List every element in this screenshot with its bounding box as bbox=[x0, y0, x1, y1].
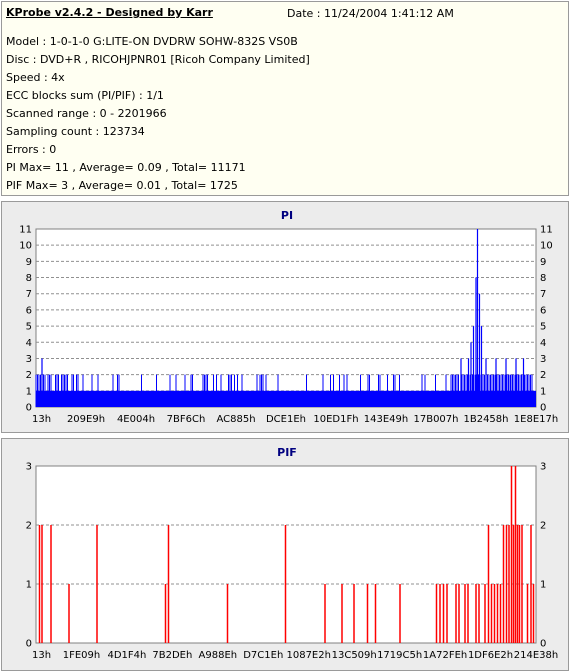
pi-x-tick-label: 143E49h bbox=[364, 414, 408, 425]
pi-x-tick-label: 4E004h bbox=[117, 414, 155, 425]
pif-y-tick-left: 3 bbox=[26, 462, 32, 473]
pi-x-tick-label: DCE1Eh bbox=[266, 414, 306, 425]
pif-y-tick-right: 1 bbox=[540, 580, 546, 591]
pif-y-tick-left: 2 bbox=[26, 521, 32, 532]
pi-y-tick-right: 3 bbox=[540, 354, 546, 365]
info-pi-stats: PI Max= 11 , Average= 0.09 , Total= 1117… bbox=[6, 161, 246, 174]
scan-date: Date : 11/24/2004 1:41:12 AM bbox=[287, 7, 454, 20]
pi-y-tick-left: 6 bbox=[26, 305, 32, 316]
pif-x-tick-label: 7B2DEh bbox=[152, 650, 192, 661]
pif-x-tick-label: A988Eh bbox=[199, 650, 238, 661]
pi-x-tick-label: 1E8E17h bbox=[514, 414, 558, 425]
pif-x-tick-label: 4D1F4h bbox=[107, 650, 146, 661]
app-title: KProbe v2.4.2 - Designed by Karr bbox=[6, 6, 213, 19]
pif-x-tick-label: 13h bbox=[32, 650, 51, 661]
pi-y-tick-right: 4 bbox=[540, 338, 546, 349]
info-ecc-sum: ECC blocks sum (PI/PIF) : 1/1 bbox=[6, 89, 164, 102]
pif-x-tick-label: 1FE09h bbox=[63, 650, 101, 661]
pi-y-tick-right: 2 bbox=[540, 370, 546, 381]
pi-x-tick-label: 1B2458h bbox=[463, 414, 508, 425]
info-pif-stats: PIF Max= 3 , Average= 0.01 , Total= 1725 bbox=[6, 179, 238, 192]
pi-x-tick-label: 17B007h bbox=[413, 414, 458, 425]
pi-x-tick-label: 209E9h bbox=[67, 414, 105, 425]
pi-y-tick-right: 10 bbox=[540, 241, 553, 252]
pif-chart: PIF 0 0 1 1 2 2 3 3 13h 1FE09h 4D1F4h 7B2DEh A988Eh D… bbox=[26, 446, 559, 661]
pi-y-tick-right: 0 bbox=[540, 403, 546, 414]
pi-y-tick-left: 3 bbox=[26, 354, 32, 365]
pi-y-tick-left: 5 bbox=[26, 322, 32, 333]
pi-y-tick-left: 10 bbox=[19, 241, 32, 252]
pif-chart-title: PIF bbox=[277, 446, 297, 459]
pi-y-tick-left: 4 bbox=[26, 338, 32, 349]
pif-x-tick-label: D7C1Eh bbox=[243, 650, 283, 661]
pif-chart-panel: PIF 0 0 1 1 2 2 3 3 13h 1FE09h 4D1F4h 7B2DEh A988Eh D… bbox=[1, 438, 569, 671]
pif-y-tick-right: 2 bbox=[540, 521, 546, 532]
pi-y-tick-right: 1 bbox=[540, 386, 546, 397]
pi-x-tick-label: 13h bbox=[32, 414, 51, 425]
pi-y-tick-right: 9 bbox=[540, 257, 546, 268]
pi-chart-panel: PI 0 0 1 1 2 2 3 3 4 4 5 5 6 6 7 7 8 8 9 9 10 10 11 11 13h 209E9h… bbox=[1, 201, 569, 433]
pif-x-tick-label: 214E38h bbox=[514, 650, 558, 661]
info-disc: Disc : DVD+R , RICOHJPNR01 [Ricoh Compan… bbox=[6, 53, 310, 66]
pi-y-tick-left: 8 bbox=[26, 273, 32, 284]
pif-y-tick-left: 1 bbox=[26, 580, 32, 591]
pi-y-tick-right: 7 bbox=[540, 289, 546, 300]
pif-x-tick-label: 1DF6E2h bbox=[468, 650, 513, 661]
pif-x-tick-label: 1087E2h bbox=[286, 650, 330, 661]
pi-baseline-area bbox=[36, 390, 536, 407]
disc-info-panel: KProbe v2.4.2 - Designed by Karr Date : … bbox=[1, 1, 569, 196]
pif-y-tick-right: 3 bbox=[540, 462, 546, 473]
pi-y-tick-left: 9 bbox=[26, 257, 32, 268]
pi-chart-title: PI bbox=[281, 209, 293, 222]
pif-x-tick-label: 13C509h bbox=[332, 650, 377, 661]
info-model: Model : 1-0-1-0 G:LITE-ON DVDRW SOHW-832… bbox=[6, 35, 298, 48]
pi-y-tick-right: 11 bbox=[540, 225, 553, 236]
pi-y-tick-left: 2 bbox=[26, 370, 32, 381]
pi-y-tick-right: 6 bbox=[540, 305, 546, 316]
pi-y-tick-left: 1 bbox=[26, 386, 32, 397]
pi-y-tick-left: 11 bbox=[19, 225, 32, 236]
pif-x-tick-label: 1719C5h bbox=[377, 650, 422, 661]
info-errors: Errors : 0 bbox=[6, 143, 57, 156]
pi-y-tick-right: 5 bbox=[540, 322, 546, 333]
pi-x-tick-label: AC885h bbox=[216, 414, 255, 425]
info-scanned-range: Scanned range : 0 - 2201966 bbox=[6, 107, 167, 120]
pi-x-tick-label: 7BF6Ch bbox=[167, 414, 206, 425]
pi-y-tick-right: 8 bbox=[540, 273, 546, 284]
pif-y-tick-left: 0 bbox=[26, 639, 32, 650]
pif-y-tick-right: 0 bbox=[540, 639, 546, 650]
pi-y-tick-left: 0 bbox=[26, 403, 32, 414]
pi-y-tick-left: 7 bbox=[26, 289, 32, 300]
pif-x-tick-label: 1A72FEh bbox=[423, 650, 467, 661]
pi-x-tick-label: 10ED1Fh bbox=[313, 414, 358, 425]
info-speed: Speed : 4x bbox=[6, 71, 65, 84]
info-sampling-count: Sampling count : 123734 bbox=[6, 125, 145, 138]
